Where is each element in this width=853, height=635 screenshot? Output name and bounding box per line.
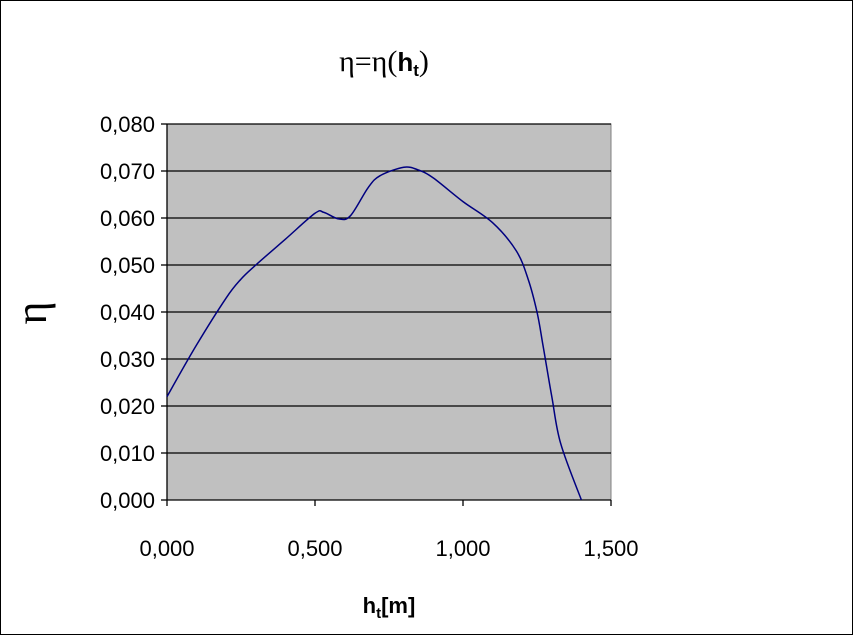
x-tick-label: 0,000 <box>139 536 194 561</box>
y-tick-label: 0,030 <box>100 347 155 372</box>
x-axis-label-unit: [m] <box>381 593 415 618</box>
x-axis-label: ht[m] <box>363 593 416 622</box>
chart-title-bold: h <box>397 47 413 77</box>
x-tick-label: 0,500 <box>287 536 342 561</box>
y-tick-label: 0,080 <box>100 112 155 137</box>
y-tick-label: 0,000 <box>100 488 155 513</box>
chart-title-subscript: t <box>413 61 419 80</box>
y-tick-label: 0,040 <box>100 300 155 325</box>
y-axis-label: η <box>7 301 56 324</box>
x-tick-label: 1,000 <box>435 536 490 561</box>
chart-title-main: η=η( <box>339 45 397 78</box>
x-tick-label: 1,500 <box>583 536 638 561</box>
axes <box>161 123 612 506</box>
x-tick-labels: 0,000 0,500 1,000 1,500 <box>139 536 638 561</box>
series-line <box>166 166 583 501</box>
x-axis-label-subscript: t <box>376 605 381 622</box>
y-tick-label: 0,070 <box>100 159 155 184</box>
y-tick-labels: 0,000 0,010 0,020 0,030 0,040 0,050 0,060 0,070… <box>100 112 155 513</box>
chart-title-close: ) <box>419 45 429 78</box>
y-tick-label: 0,020 <box>100 394 155 419</box>
y-tick-label: 0,010 <box>100 441 155 466</box>
y-tick-label: 0,060 <box>100 206 155 231</box>
chart-title: η=η(ht) <box>339 45 429 80</box>
x-axis-label-main: h <box>363 593 376 618</box>
y-tick-label: 0,050 <box>100 253 155 278</box>
